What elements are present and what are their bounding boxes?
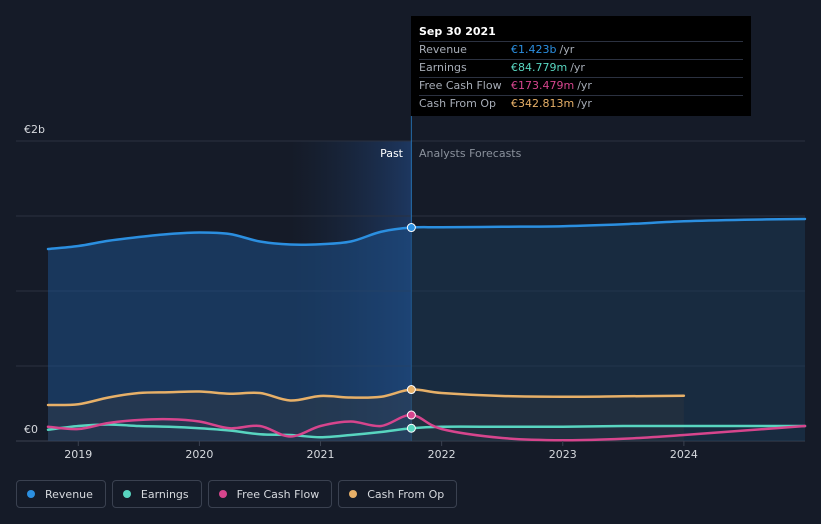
tooltip-label: Revenue	[419, 43, 467, 56]
revenue-forecast-area	[411, 219, 805, 441]
tooltip-unit: /yr	[577, 79, 592, 92]
legend-item-free-cash-flow[interactable]: Free Cash Flow	[207, 480, 333, 508]
forecast-label: Analysts Forecasts	[419, 147, 522, 160]
past-label: Past	[380, 147, 404, 160]
tooltip-unit: /yr	[577, 97, 592, 110]
legend-label: Revenue	[45, 487, 93, 501]
legend: Revenue Earnings Free Cash Flow Cash Fro…	[16, 480, 458, 508]
cash-from-op-line	[46, 388, 686, 407]
legend-label: Earnings	[140, 487, 189, 501]
legend-dot-icon	[349, 490, 358, 498]
tooltip-label: Free Cash Flow	[419, 79, 502, 92]
revenue-line	[46, 217, 807, 251]
legend-dot-icon	[27, 490, 35, 498]
earnings-point	[406, 423, 416, 433]
legend-label: Cash From Op	[367, 487, 445, 501]
area-fills	[48, 219, 805, 441]
tooltip-label: Cash From Op	[419, 97, 497, 110]
legend-dot-icon	[122, 490, 131, 498]
tooltip-label: Earnings	[419, 61, 467, 74]
legend-item-cash-from-op[interactable]: Cash From Op	[338, 480, 458, 508]
revenue-past-area	[48, 227, 412, 441]
tooltip-value: €1.423b	[511, 43, 557, 56]
tooltip-row-cash-from-op: Cash From Op €342.813m /yr	[419, 95, 743, 113]
tooltip-row-revenue: Revenue €1.423b /yr	[419, 41, 743, 59]
y-axis-label-top: €2b	[24, 123, 45, 136]
tooltip-date: Sep 30 2021	[419, 25, 496, 38]
hover-dots	[406, 223, 416, 433]
x-tick-label: 2020	[185, 448, 213, 461]
legend-label: Free Cash Flow	[236, 487, 320, 501]
legend-dot-icon	[218, 490, 227, 498]
tooltip-unit: /yr	[559, 43, 575, 56]
x-axis-ticks: 2019 2020 2021 2022 2023 2024	[64, 441, 698, 461]
tooltip-value: €342.813m	[511, 97, 575, 110]
series-lines	[46, 217, 807, 442]
earnings-line	[46, 423, 807, 439]
tooltip-row-free-cash-flow: Free Cash Flow €173.479m /yr	[419, 77, 743, 95]
x-tick-label: 2019	[64, 448, 92, 461]
x-tick-label: 2022	[428, 448, 456, 461]
tooltip-unit: /yr	[570, 61, 585, 74]
cash-from-op-point	[406, 385, 416, 395]
axis-labels: €2b €0 Past Analysts Forecasts	[24, 123, 522, 436]
legend-item-earnings[interactable]: Earnings	[111, 480, 202, 508]
x-tick-label: 2021	[307, 448, 335, 461]
tooltip-row-earnings: Earnings €84.779m /yr	[419, 59, 743, 77]
free-cash-flow-line	[46, 413, 807, 442]
tooltip: Sep 30 2021 Revenue €1.423b /yr Earnings…	[411, 16, 751, 116]
x-tick-label: 2024	[670, 448, 698, 461]
free-cash-flow-point	[406, 410, 416, 420]
legend-item-revenue[interactable]: Revenue	[16, 480, 106, 508]
cash-from-op-forecast-area	[411, 389, 684, 441]
tooltip-value: €84.779m	[511, 61, 568, 74]
y-axis-label-bottom: €0	[24, 423, 38, 436]
revenue-point	[406, 223, 416, 233]
tooltip-value: €173.479m	[511, 79, 575, 92]
x-tick-label: 2023	[549, 448, 577, 461]
cash-from-op-past-area	[48, 389, 412, 441]
